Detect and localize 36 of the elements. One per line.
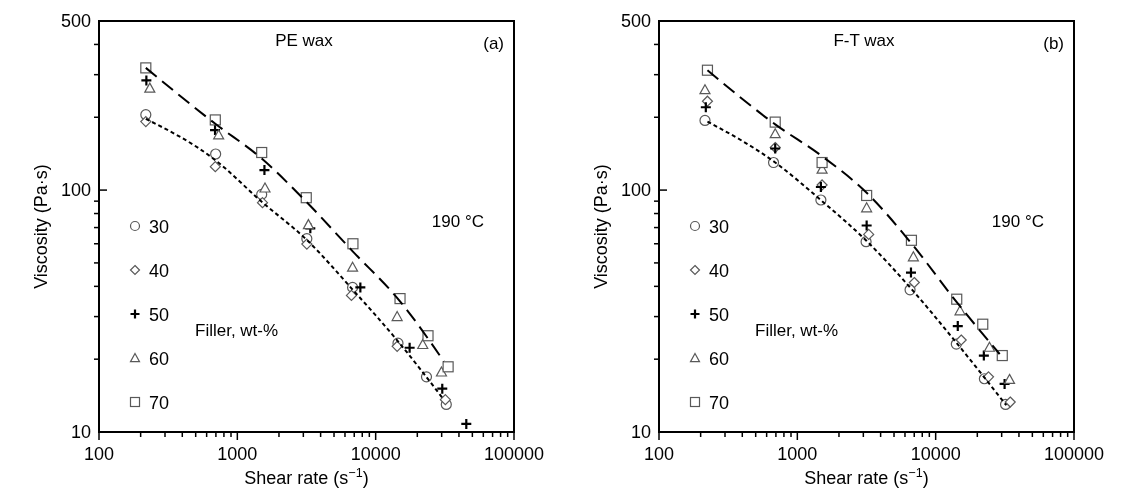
text: PE wax [275, 31, 334, 50]
y-tick-label: 10 [70, 422, 91, 442]
y-tick-label: 500 [60, 11, 91, 31]
annotation: (b) [1043, 34, 1064, 53]
legend-label: 40 [709, 261, 730, 281]
x-tick-label: 100 [643, 444, 675, 464]
y-tick-label: 100 [620, 180, 651, 201]
annotation: 190 °C [991, 212, 1044, 231]
x-tick-label: 10000 [350, 444, 401, 464]
legend-label: 30 [709, 217, 730, 237]
y-tick-label: 100 [60, 180, 91, 201]
legend-title: Filler, wt-% [755, 321, 839, 340]
legend-title: Filler, wt-% [195, 321, 279, 340]
legend-label: 50 [709, 305, 730, 325]
annotation: 190 °C [431, 212, 484, 231]
text: F-T wax [833, 31, 896, 50]
y-tick-label: 500 [620, 11, 651, 31]
x-axis-title: Shear rate (s$^{−1}$) [244, 466, 369, 488]
legend-label: 70 [149, 393, 170, 413]
x-tick-label: 1000 [777, 444, 818, 464]
x-tick-label: 10000 [910, 444, 961, 464]
legend-label: 30 [149, 217, 170, 237]
legend-label: 50 [149, 305, 170, 325]
y-axis-title: Viscosity (Pa·s) [31, 164, 51, 289]
legend-label: 60 [149, 349, 170, 369]
y-tick-label: 10 [630, 422, 651, 442]
x-axis-title: Shear rate (s$^{−1}$) [804, 466, 929, 488]
x-tick-label: 100 [83, 444, 115, 464]
annotation: (a) [483, 34, 504, 53]
legend-label: 60 [709, 349, 730, 369]
y-axis-title: Viscosity (Pa·s) [591, 164, 611, 289]
legend-label: 40 [149, 261, 170, 281]
legend-label: 70 [709, 393, 730, 413]
x-tick-label: 100000 [483, 444, 545, 464]
x-tick-label: 1000 [217, 444, 258, 464]
x-tick-label: 100000 [1043, 444, 1105, 464]
